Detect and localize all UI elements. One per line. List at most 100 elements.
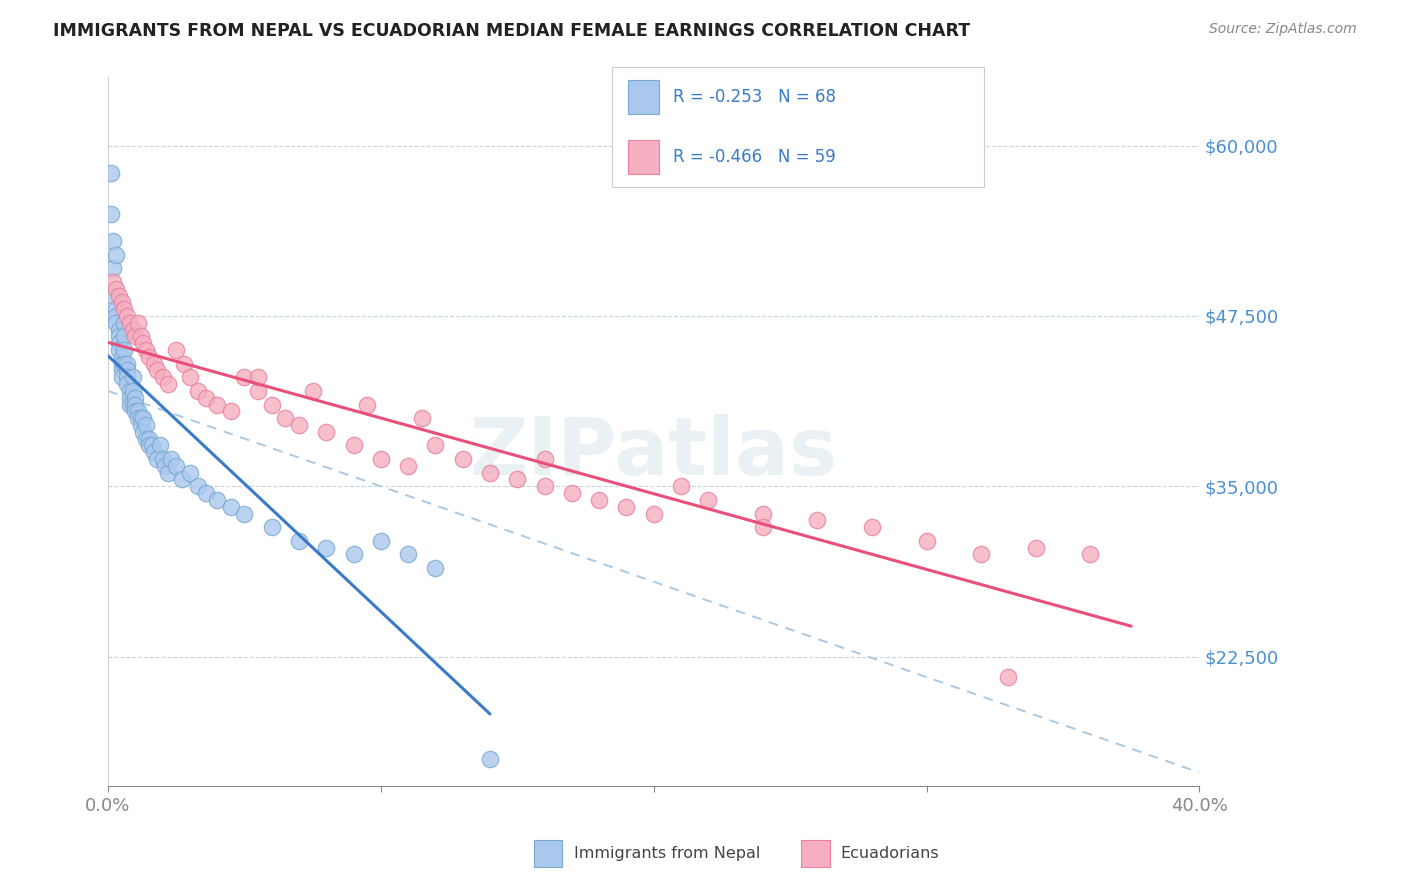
Point [173,357,195,371]
Point [118,391,141,405]
Point [970,548,993,562]
Point [100,207,122,221]
Point [533,479,555,493]
Point [233,507,256,521]
Point [1025,541,1047,555]
Point [143,445,166,459]
Point [135,432,157,446]
Point [146,452,169,467]
Point [156,466,179,480]
Point [121,384,143,398]
Point [669,479,692,493]
Point [159,452,181,467]
Point [135,417,157,432]
Point [141,438,163,452]
Point [152,452,174,467]
Text: ZIPatlas: ZIPatlas [470,414,838,492]
Point [115,363,138,377]
Point [138,432,160,446]
Point [138,350,160,364]
Point [288,533,311,548]
Point [132,411,155,425]
Point [195,391,218,405]
Point [108,322,131,336]
Point [356,398,378,412]
Point [1078,548,1101,562]
Point [115,370,138,384]
Point [121,370,143,384]
Point [451,452,474,467]
Point [118,316,141,330]
Point [111,363,134,377]
Point [111,295,134,310]
Point [643,507,665,521]
Point [103,288,125,302]
Point [105,247,128,261]
Point [370,452,392,467]
Point [342,438,364,452]
Point [118,384,141,398]
Point [179,370,201,384]
Point [129,329,152,343]
Point [103,234,125,248]
Point [105,309,128,323]
Point [260,520,283,534]
Point [478,752,501,766]
Point [752,520,775,534]
Point [860,520,883,534]
Point [247,384,270,398]
Point [411,411,433,425]
Point [121,398,143,412]
Point [108,329,131,343]
Point [170,473,193,487]
Text: IMMIGRANTS FROM NEPAL VS ECUADORIAN MEDIAN FEMALE EARNINGS CORRELATION CHART: IMMIGRANTS FROM NEPAL VS ECUADORIAN MEDI… [53,22,970,40]
Point [105,282,128,296]
Point [138,438,160,452]
Point [124,329,146,343]
Point [752,507,775,521]
Point [127,404,149,418]
Point [108,288,131,302]
Point [129,411,152,425]
Point [533,452,555,467]
Point [425,438,447,452]
Point [115,357,138,371]
Point [396,548,419,562]
Point [112,357,135,371]
Point [129,417,152,432]
Point [396,458,419,473]
Point [124,404,146,418]
Point [806,513,828,527]
Point [478,466,501,480]
Point [127,316,149,330]
Point [115,377,138,392]
Point [588,492,610,507]
Point [697,492,720,507]
Point [105,302,128,317]
Point [135,343,157,357]
Point [205,398,228,412]
Point [561,486,583,500]
Point [112,316,135,330]
Text: Ecuadorians: Ecuadorians [841,847,939,861]
Point [111,370,134,384]
Point [127,411,149,425]
Point [155,458,177,473]
Point [146,363,169,377]
Point [132,425,155,439]
Point [112,302,135,317]
Point [288,417,311,432]
Point [132,336,155,351]
Text: Immigrants from Nepal: Immigrants from Nepal [574,847,761,861]
Text: Source: ZipAtlas.com: Source: ZipAtlas.com [1209,22,1357,37]
Point [219,500,242,514]
Point [247,370,270,384]
Point [165,458,187,473]
Point [124,398,146,412]
Point [165,343,187,357]
Point [233,370,256,384]
Point [205,492,228,507]
Text: R = -0.253   N = 68: R = -0.253 N = 68 [673,88,837,106]
Point [111,350,134,364]
Point [156,377,179,392]
